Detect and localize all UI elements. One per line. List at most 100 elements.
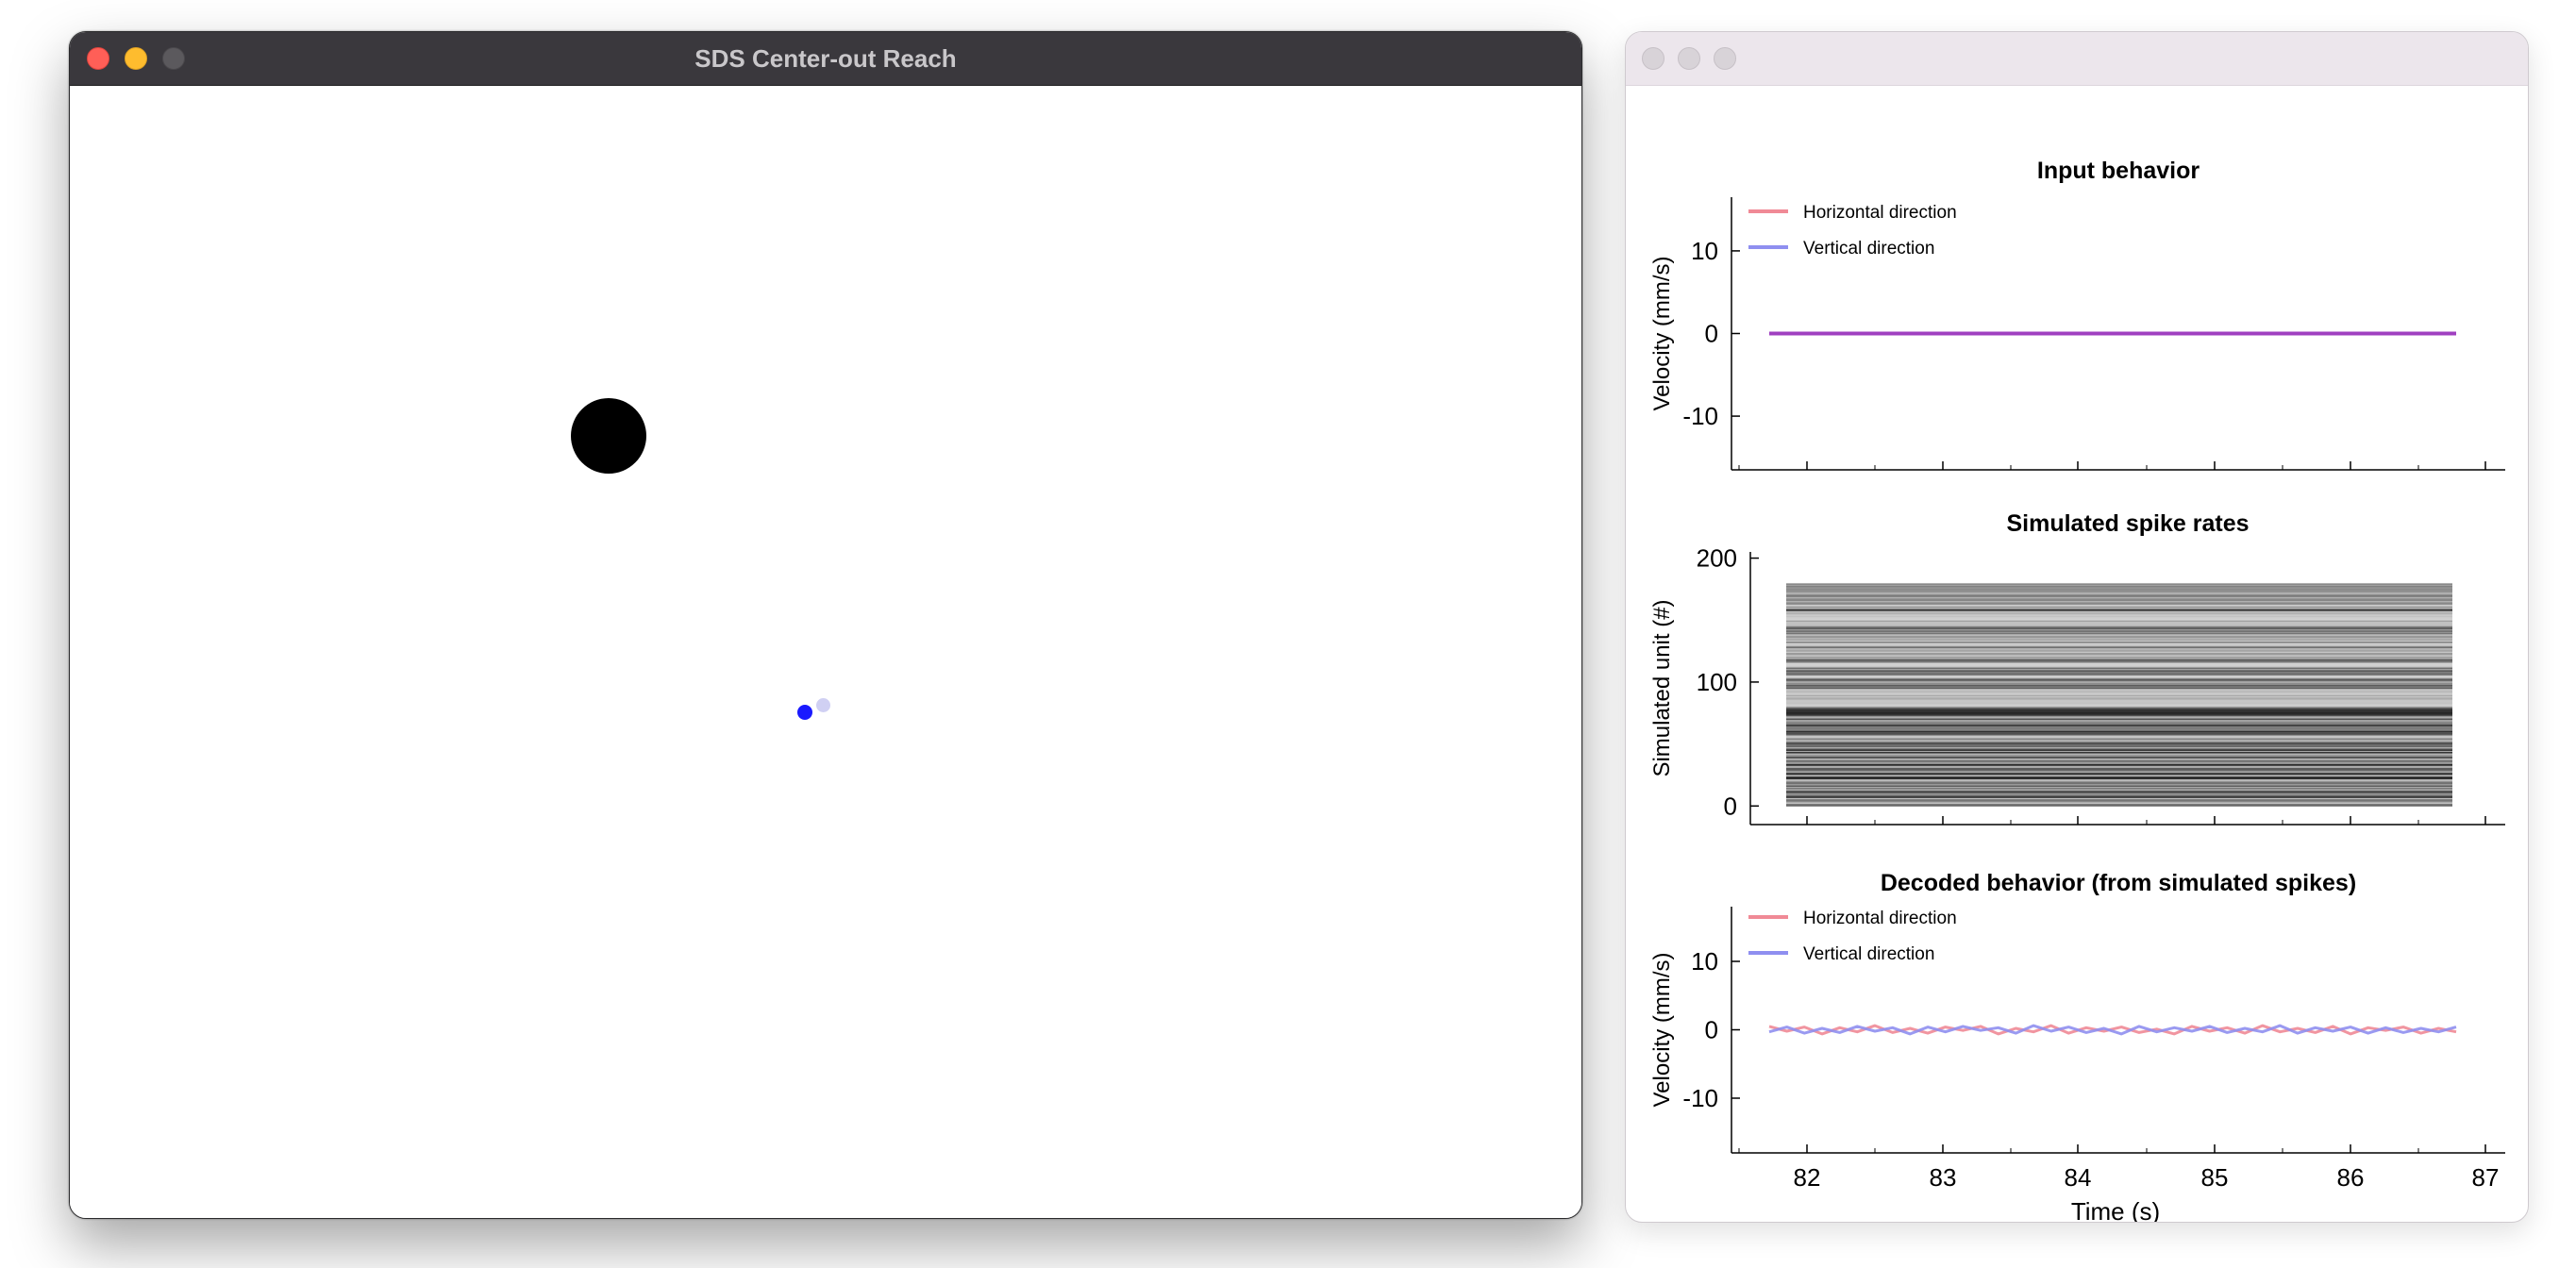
chart-title: Simulated spike rates xyxy=(2006,510,2249,537)
raster-unit xyxy=(1786,618,2452,620)
raster-unit xyxy=(1786,583,2452,585)
raster-unit xyxy=(1786,765,2452,768)
raster-unit xyxy=(1786,793,2452,796)
raster-unit xyxy=(1786,789,2452,792)
raster-unit xyxy=(1786,614,2452,616)
raster-unit xyxy=(1786,775,2452,777)
raster-unit xyxy=(1786,774,2452,776)
legend-label: Horizontal direction xyxy=(1803,203,1957,223)
raster-unit xyxy=(1786,659,2452,662)
y-axis-label: Velocity (mm/s) xyxy=(1649,256,1675,410)
legend-label: Vertical direction xyxy=(1803,944,1934,964)
x-tick-label: 87 xyxy=(2472,1163,2500,1192)
raster-unit xyxy=(1786,652,2452,655)
raster-unit xyxy=(1786,589,2452,592)
y-tick-label: 0 xyxy=(1724,792,1737,820)
plots-window-titlebar[interactable] xyxy=(1626,32,2528,86)
raster-unit xyxy=(1786,655,2452,658)
raster-unit xyxy=(1786,769,2452,771)
raster-unit xyxy=(1786,623,2452,625)
close-icon[interactable] xyxy=(1642,47,1664,70)
raster-unit xyxy=(1786,662,2452,665)
raster-unit xyxy=(1786,709,2452,711)
raster-unit xyxy=(1786,608,2452,610)
zoom-icon[interactable] xyxy=(162,47,185,70)
spike-raster xyxy=(1786,582,2452,808)
raster-unit xyxy=(1786,654,2452,656)
raster-unit xyxy=(1786,717,2452,719)
raster-unit xyxy=(1786,691,2452,693)
raster-unit xyxy=(1786,640,2452,642)
reach-window: SDS Center-out Reach xyxy=(69,31,1582,1219)
raster-unit xyxy=(1786,739,2452,742)
raster-unit xyxy=(1786,730,2452,733)
minimize-icon[interactable] xyxy=(125,47,147,70)
raster-unit xyxy=(1786,784,2452,786)
raster-unit xyxy=(1786,615,2452,618)
raster-unit xyxy=(1786,621,2452,624)
reach-window-titlebar[interactable]: SDS Center-out Reach xyxy=(70,32,1581,86)
raster-unit xyxy=(1786,767,2452,770)
raster-unit xyxy=(1786,777,2452,780)
raster-unit xyxy=(1786,627,2452,630)
raster-unit xyxy=(1786,620,2452,623)
raster-unit xyxy=(1786,612,2452,615)
raster-unit xyxy=(1786,667,2452,670)
raster-unit xyxy=(1786,585,2452,588)
raster-unit xyxy=(1786,791,2452,793)
zoom-icon[interactable] xyxy=(1714,47,1736,70)
y-tick-label: 10 xyxy=(1691,237,1718,265)
raster-unit xyxy=(1786,678,2452,681)
raster-unit xyxy=(1786,664,2452,667)
y-tick-label: 0 xyxy=(1705,1016,1718,1044)
raster-unit xyxy=(1786,744,2452,746)
close-icon[interactable] xyxy=(87,47,109,70)
raster-unit xyxy=(1786,801,2452,804)
x-tick-label: 86 xyxy=(2337,1163,2365,1192)
raster-unit xyxy=(1786,632,2452,635)
raster-unit xyxy=(1786,708,2452,710)
window-title xyxy=(1626,32,2528,85)
raster-unit xyxy=(1786,695,2452,698)
raster-unit xyxy=(1786,641,2452,643)
raster-unit xyxy=(1786,650,2452,652)
raster-unit xyxy=(1786,755,2452,758)
raster-unit xyxy=(1786,770,2452,773)
raster-unit xyxy=(1786,603,2452,605)
raster-unit xyxy=(1786,648,2452,651)
raster-unit xyxy=(1786,750,2452,753)
raster-unit xyxy=(1786,684,2452,687)
raster-unit xyxy=(1786,749,2452,751)
raster-unit xyxy=(1786,727,2452,730)
raster-unit xyxy=(1786,693,2452,695)
raster-unit xyxy=(1786,797,2452,800)
raster-unit xyxy=(1786,785,2452,788)
reach-target xyxy=(571,398,646,474)
raster-unit xyxy=(1786,794,2452,797)
raster-unit xyxy=(1786,804,2452,806)
y-tick-label: 0 xyxy=(1705,320,1718,348)
raster-unit xyxy=(1786,719,2452,722)
raster-unit xyxy=(1786,698,2452,701)
raster-unit xyxy=(1786,605,2452,608)
raster-unit xyxy=(1786,800,2452,802)
raster-unit xyxy=(1786,677,2452,679)
raster-unit xyxy=(1786,773,2452,775)
chart-title: Decoded behavior (from simulated spikes) xyxy=(1881,870,2356,896)
raster-unit xyxy=(1786,726,2452,728)
y-tick-label: 100 xyxy=(1697,668,1737,696)
raster-unit xyxy=(1786,663,2452,666)
raster-unit xyxy=(1786,675,2452,677)
raster-unit xyxy=(1786,596,2452,599)
plots-window: Input behavior Velocity (mm/s) -10 0 10 Horiz… xyxy=(1625,31,2529,1223)
x-tick-label: 82 xyxy=(1794,1163,1821,1192)
raster-unit xyxy=(1786,636,2452,639)
raster-unit xyxy=(1786,757,2452,759)
raster-unit xyxy=(1786,707,2452,709)
raster-unit xyxy=(1786,718,2452,721)
y-tick-label: 200 xyxy=(1697,544,1737,573)
minimize-icon[interactable] xyxy=(1678,47,1700,70)
reach-canvas[interactable] xyxy=(70,86,1581,1218)
raster-unit xyxy=(1786,625,2452,627)
raster-unit xyxy=(1786,601,2452,604)
